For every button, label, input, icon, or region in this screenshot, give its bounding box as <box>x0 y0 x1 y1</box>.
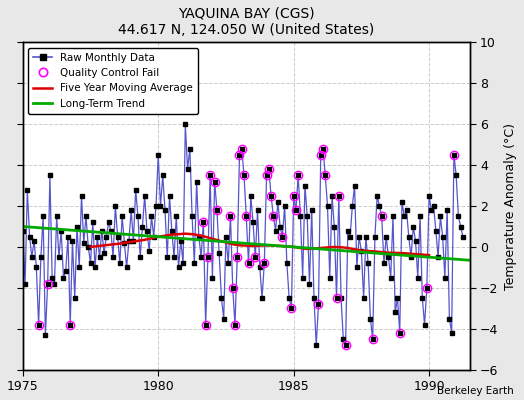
Y-axis label: Temperature Anomaly (°C): Temperature Anomaly (°C) <box>504 122 517 290</box>
Text: Berkeley Earth: Berkeley Earth <box>437 386 514 396</box>
Title: YAQUINA BAY (CGS)
44.617 N, 124.050 W (United States): YAQUINA BAY (CGS) 44.617 N, 124.050 W (U… <box>118 7 374 37</box>
Legend: Raw Monthly Data, Quality Control Fail, Five Year Moving Average, Long-Term Tren: Raw Monthly Data, Quality Control Fail, … <box>28 48 198 114</box>
